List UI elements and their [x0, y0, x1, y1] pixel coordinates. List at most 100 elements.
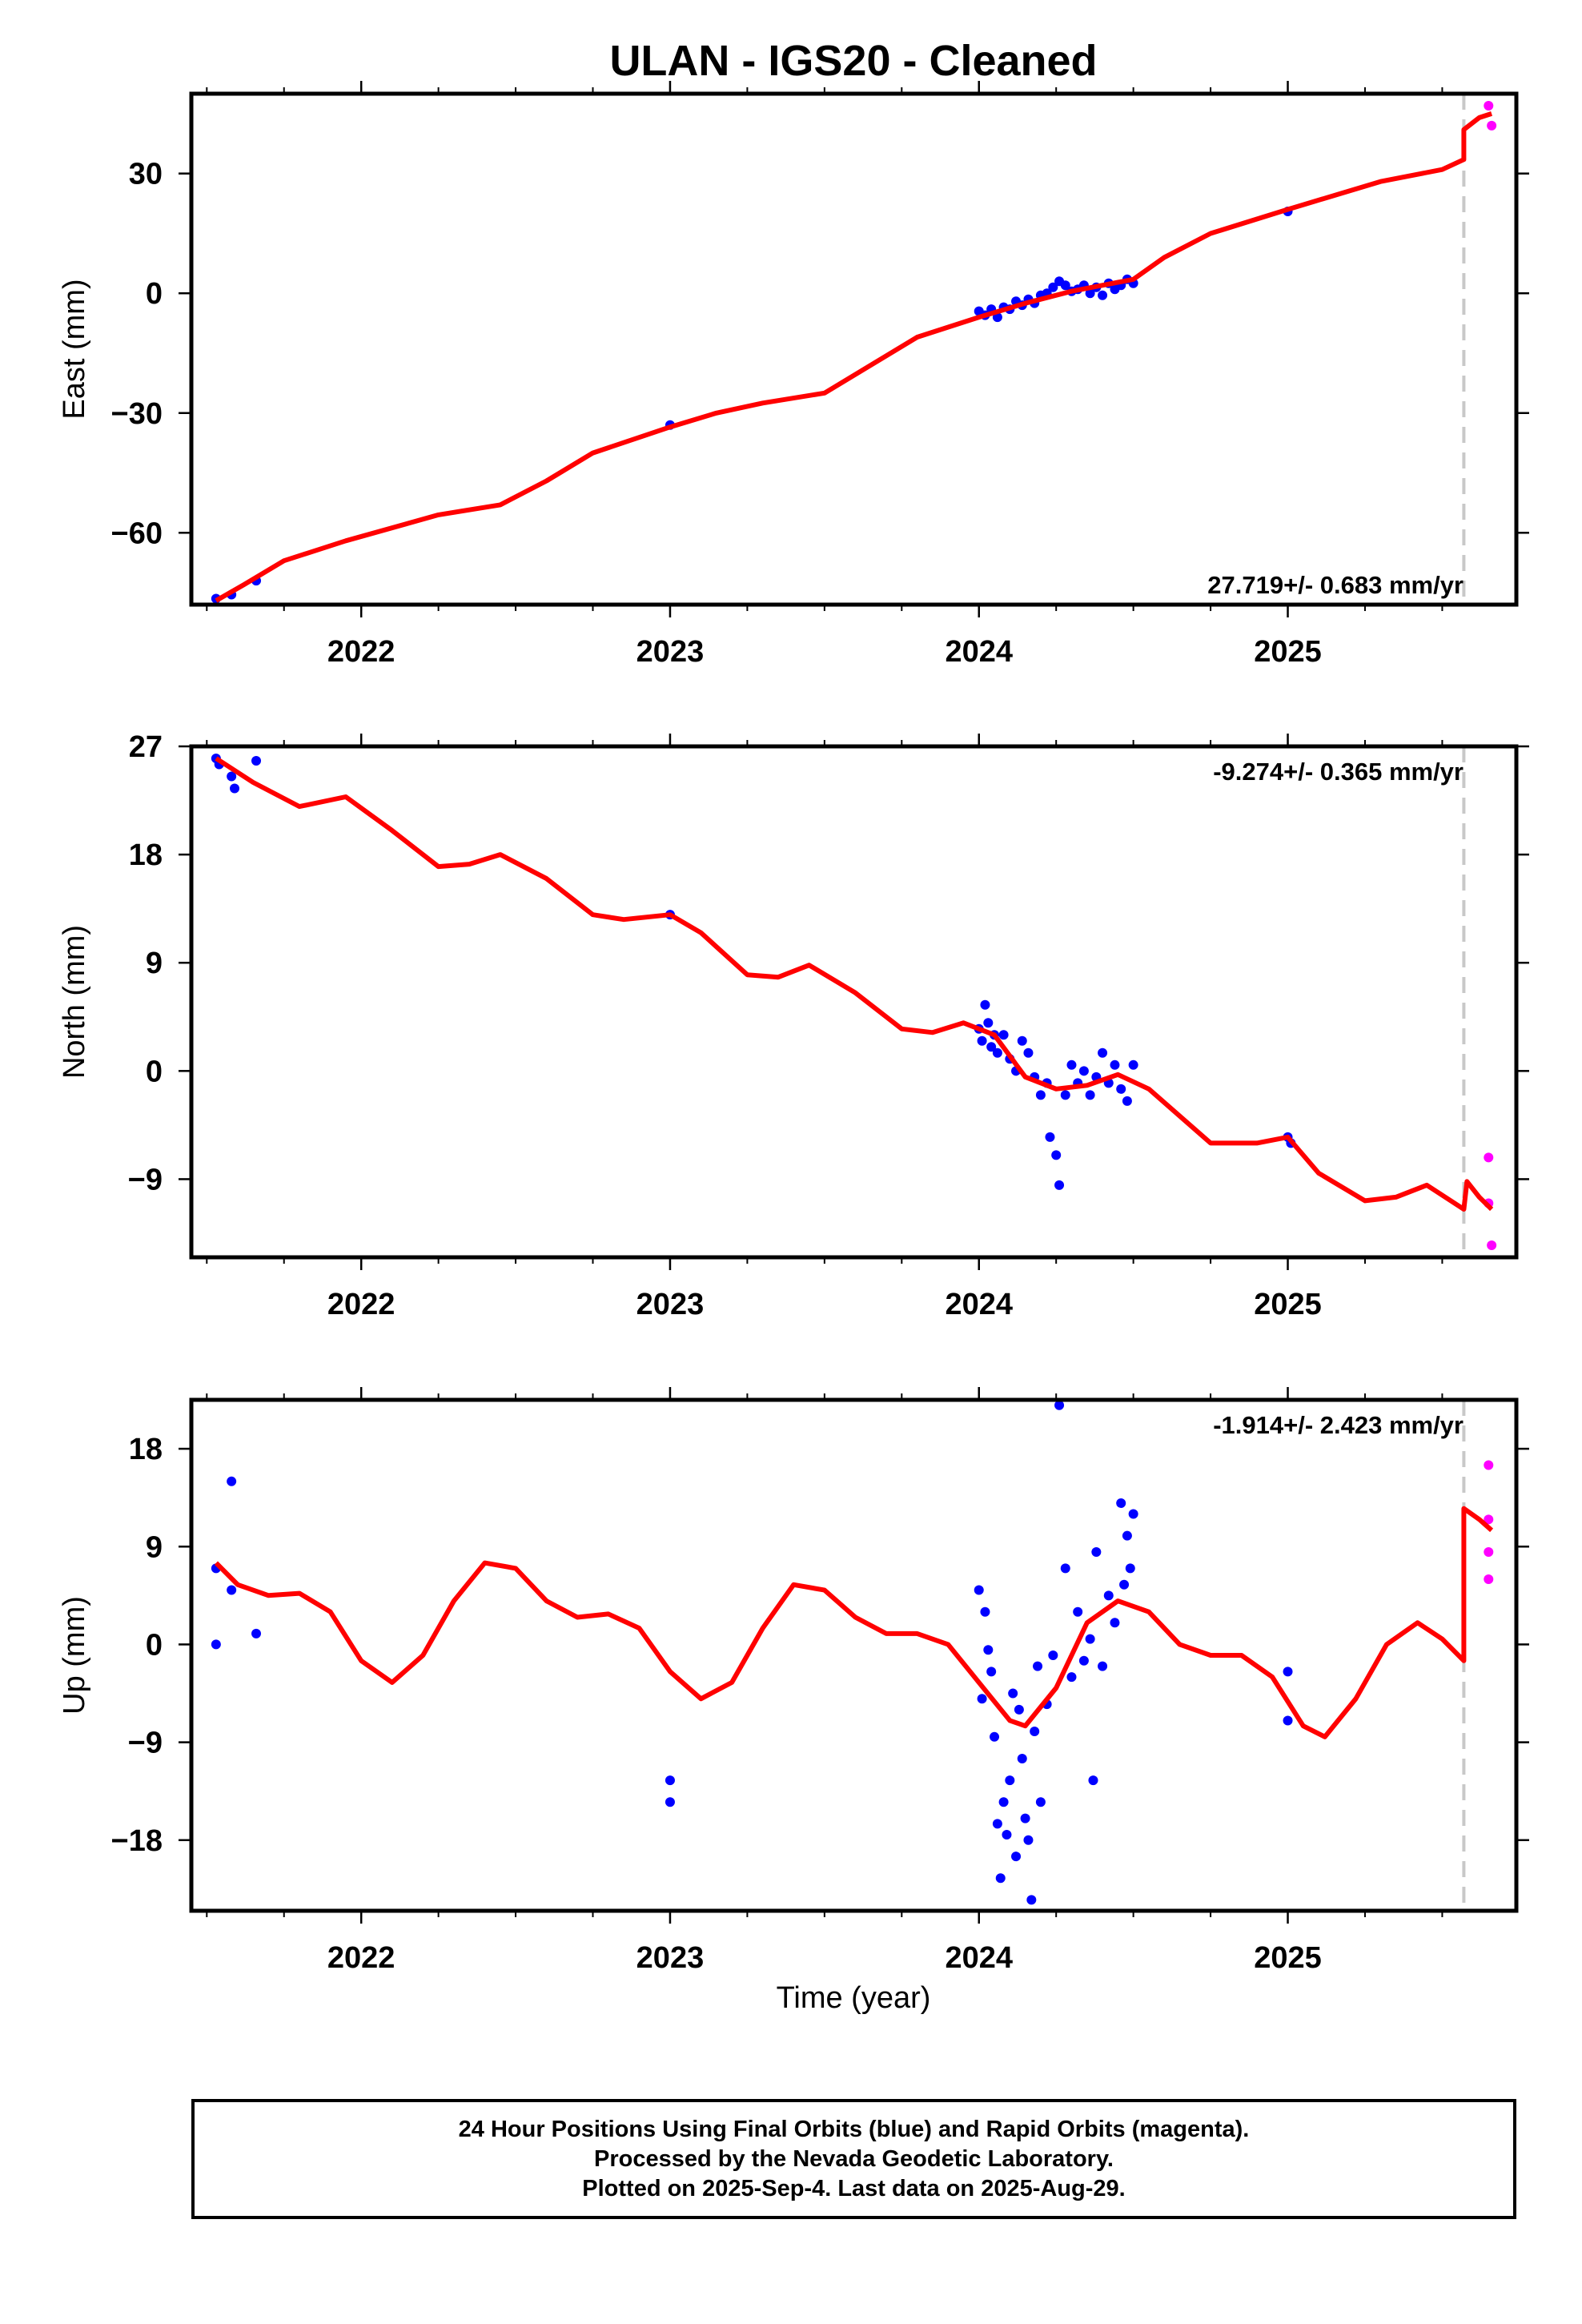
- y-tick-label: −18: [111, 1824, 163, 1858]
- y-tick-label: −9: [128, 1163, 163, 1196]
- final-point: [1017, 1753, 1027, 1763]
- x-tick-label: 2023: [636, 1941, 705, 1975]
- x-tick-label: 2023: [636, 635, 705, 669]
- final-point: [1088, 1775, 1098, 1786]
- rapid-point: [1484, 1514, 1494, 1525]
- caption-line-2: Processed by the Nevada Geodetic Laborat…: [594, 2145, 1114, 2172]
- plot-area: [211, 94, 1497, 605]
- caption-box: 24 Hour Positions Using Final Orbits (bl…: [191, 2099, 1516, 2219]
- x-tick-label: 2022: [327, 635, 396, 669]
- final-point: [1098, 1661, 1108, 1671]
- x-tick-label: 2025: [1254, 1288, 1322, 1321]
- final-point: [995, 1873, 1006, 1884]
- model-curve: [214, 1506, 1494, 1739]
- final-point: [1110, 1618, 1120, 1628]
- x-tick-label: 2022: [327, 1941, 396, 1975]
- final-point: [1048, 282, 1058, 292]
- rapid-point: [1484, 100, 1494, 111]
- final-point: [977, 1035, 987, 1046]
- final-point: [1054, 1400, 1065, 1410]
- final-point: [665, 1775, 675, 1786]
- final-point: [986, 1042, 997, 1052]
- rate-label: -9.274+/- 0.365 mm/yr: [1213, 758, 1464, 786]
- final-point: [230, 783, 240, 794]
- y-tick-label: 9: [146, 947, 163, 980]
- final-point: [1026, 1895, 1037, 1905]
- panel-up: 2022 2023 2024 2025 −18 −9 0 9 18 Up (mm) -1.914+/…: [58, 1387, 1529, 1975]
- final-point: [1023, 1047, 1034, 1058]
- final-point: [1128, 1059, 1138, 1070]
- final-point: [1283, 1667, 1293, 1677]
- final-point: [1085, 288, 1095, 299]
- rapid-point: [1484, 1152, 1494, 1163]
- final-point: [980, 999, 990, 1010]
- plot-area: [211, 746, 1497, 1257]
- rapid-point: [1484, 1547, 1494, 1558]
- final-point: [1033, 1661, 1043, 1671]
- minor-ticks: [206, 740, 1443, 1264]
- final-point: [1002, 1829, 1012, 1839]
- final-point: [974, 1585, 984, 1595]
- final-point: [1060, 280, 1070, 291]
- y-tick-label: 0: [146, 1055, 163, 1088]
- final-point: [1054, 1180, 1065, 1190]
- final-point: [1103, 1590, 1114, 1601]
- final-point: [1020, 1813, 1030, 1823]
- final-point: [1008, 1688, 1018, 1699]
- x-tick-label: 2024: [945, 1941, 1013, 1975]
- final-point: [1023, 1835, 1034, 1845]
- final-point: [983, 1645, 994, 1655]
- final-point: [1119, 1579, 1130, 1590]
- final-point: [1283, 1715, 1293, 1726]
- final-point: [1098, 290, 1108, 300]
- y-tick-label: −30: [111, 397, 163, 431]
- final-point: [227, 1476, 237, 1486]
- final-point: [1014, 1704, 1024, 1715]
- final-point: [1048, 1651, 1058, 1660]
- final-point: [227, 1585, 237, 1595]
- final-point: [1045, 1132, 1055, 1142]
- final-point: [251, 756, 262, 766]
- final-point: [1116, 1084, 1126, 1094]
- final-point: [986, 1667, 997, 1677]
- x-tick-label: 2022: [327, 1288, 396, 1321]
- final-point: [1066, 1059, 1077, 1070]
- y-tick-label: 18: [129, 1433, 163, 1466]
- rapid-point: [1487, 1240, 1497, 1250]
- final-point: [1122, 1096, 1132, 1106]
- x-axis-label: Time (year): [777, 1981, 931, 2015]
- final-point: [1011, 1852, 1022, 1862]
- final-point: [1091, 1547, 1102, 1558]
- final-point: [1073, 1606, 1083, 1617]
- final-point: [1035, 1090, 1046, 1100]
- y-tick-label: 0: [146, 277, 163, 311]
- final-point: [977, 1694, 987, 1704]
- x-tick-label: 2025: [1254, 1941, 1322, 1975]
- final-point: [1122, 1530, 1132, 1541]
- model-curve: [215, 756, 1494, 1212]
- y-tick-label: −9: [128, 1727, 163, 1760]
- y-axis-label: North (mm): [58, 925, 91, 1079]
- final-point: [983, 1018, 994, 1028]
- final-point: [1078, 1655, 1089, 1666]
- final-point: [1098, 1047, 1108, 1058]
- final-point: [1125, 1563, 1135, 1574]
- panel-frame: [189, 91, 1519, 607]
- rapid-point: [1484, 1574, 1494, 1584]
- y-axis-label: East (mm): [58, 279, 91, 419]
- final-point: [998, 1797, 1009, 1807]
- final-point: [1078, 1066, 1089, 1076]
- final-point: [992, 1047, 1002, 1058]
- y-tick-label: 18: [129, 838, 163, 872]
- caption-line-3: Plotted on 2025-Sep-4. Last data on 2025…: [582, 2175, 1126, 2201]
- final-point: [1110, 1059, 1120, 1070]
- final-point: [998, 1030, 1009, 1040]
- rapid-point: [1484, 1460, 1494, 1470]
- final-point: [1060, 1563, 1070, 1574]
- final-point: [1005, 1775, 1015, 1786]
- x-tick-label: 2023: [636, 1288, 705, 1321]
- minor-ticks: [206, 87, 1443, 611]
- plot-area: [211, 1400, 1494, 1911]
- x-tick-label: 2024: [945, 1288, 1013, 1321]
